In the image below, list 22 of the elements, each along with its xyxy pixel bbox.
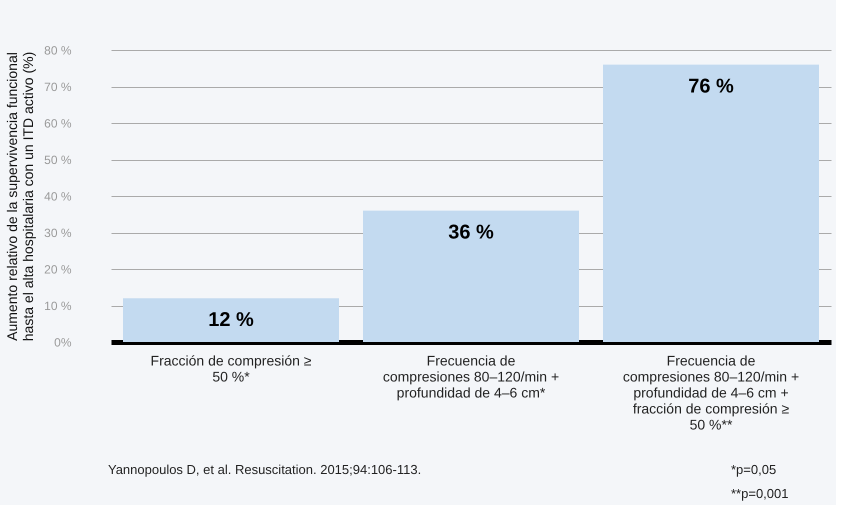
y-tick-label: 0% [54,336,72,350]
y-tick-label: 10 % [44,299,72,313]
y-tick-label: 40 % [44,190,72,204]
y-tick-label: 30 % [44,226,72,240]
bar [123,298,339,342]
bar [363,210,579,342]
y-axis-title: Aumento relativo de la supervivencia funcional hasta el alta hospitalaria con un ITD activo (%) [4,52,36,342]
data-label: 12 % [208,309,254,332]
text: *p=0,05 [731,462,776,477]
y-tick-label: 70 % [44,80,72,94]
data-label: 76 % [688,76,734,98]
y-tick-label: 80 % [44,44,72,58]
x-tick-label: Fracción de compresión ≥ 50 %* [150,352,312,384]
x-tick-label: Frecuencia de compresiones 80–120/min + profundidad de 4–6 cm + fracción de compresión ≥ 50 %** [622,352,800,432]
x-tick-label: Frecuencia de compresiones 80–120/min + profundidad de 4–6 cm* [382,352,560,400]
y-tick-label: 50 % [44,153,72,167]
bar [603,64,819,342]
y-tick-label: 60 % [44,116,72,130]
data-label: 36 % [448,222,494,244]
y-tick-label: 20 % [44,262,72,276]
text: **p=0,001 [731,486,788,501]
text: Yannopoulos D, et al. Resuscitation. 2015;94:106-113. [108,462,422,477]
